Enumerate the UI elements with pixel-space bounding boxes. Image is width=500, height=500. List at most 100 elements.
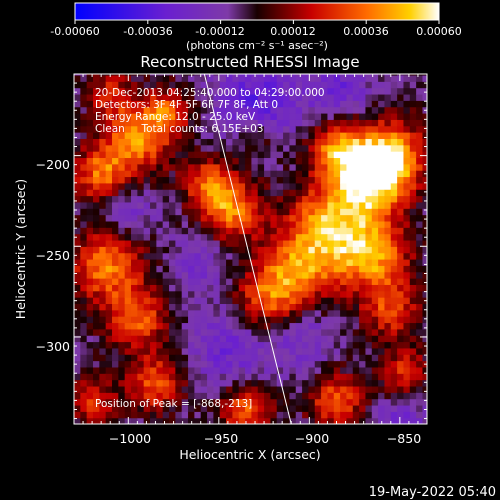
heatmap-cell	[207, 163, 214, 171]
heatmap-cell	[403, 227, 411, 235]
heatmap-cell	[302, 74, 310, 76]
heatmap-cell	[333, 93, 341, 101]
heatmap-cell	[105, 81, 113, 89]
heatmap-cell	[365, 157, 373, 165]
heatmap-cell	[169, 322, 176, 330]
heatmap-cell	[169, 87, 176, 95]
heatmap-cell	[112, 398, 119, 406]
heatmap-cell	[333, 74, 341, 76]
heatmap-cell	[213, 385, 221, 393]
heatmap-cell	[283, 201, 291, 209]
heatmap-cell	[137, 189, 145, 197]
heatmap-cell	[409, 87, 417, 95]
heatmap-cell	[378, 354, 386, 362]
heatmap-cell	[131, 227, 138, 235]
heatmap-cell	[105, 138, 113, 146]
heatmap-cell	[143, 157, 151, 165]
heatmap-cell	[403, 208, 411, 216]
heatmap-cell	[359, 208, 367, 216]
heatmap-cell	[169, 208, 176, 216]
heatmap-cell	[365, 246, 373, 254]
heatmap-cell	[181, 100, 189, 108]
heatmap-cell	[74, 335, 81, 343]
heatmap-cell	[397, 309, 405, 317]
heatmap-cell	[340, 74, 348, 76]
heatmap-cell	[232, 417, 240, 424]
heatmap-cell	[150, 392, 157, 400]
heatmap-cell	[308, 144, 316, 152]
heatmap-cell	[238, 233, 246, 241]
heatmap-cell	[162, 157, 170, 165]
heatmap-cell	[99, 392, 107, 400]
heatmap-cell	[257, 252, 265, 260]
heatmap-cell	[302, 335, 310, 343]
heatmap-cell	[359, 100, 367, 108]
heatmap-cell	[270, 87, 278, 95]
heatmap-cell	[86, 398, 94, 406]
heatmap-cell	[232, 220, 240, 228]
heatmap-cell	[314, 379, 322, 387]
heatmap-cell	[226, 220, 233, 228]
heatmap-cell	[327, 341, 335, 349]
heatmap-cell	[390, 189, 398, 197]
heatmap-cell	[238, 246, 246, 254]
heatmap-cell	[371, 233, 379, 241]
heatmap-cell	[270, 239, 278, 247]
heatmap-cell	[226, 417, 233, 424]
heatmap-cell	[207, 360, 214, 368]
heatmap-cell	[131, 246, 138, 254]
heatmap-cell	[226, 163, 233, 171]
heatmap-cell	[169, 138, 176, 146]
heatmap-cell	[118, 297, 126, 305]
heatmap-cell	[93, 373, 100, 381]
heatmap-cell	[181, 284, 189, 292]
heatmap-cell	[321, 284, 329, 292]
heatmap-cell	[359, 176, 367, 184]
heatmap-cell	[314, 284, 322, 292]
heatmap-cell	[137, 195, 145, 203]
heatmap-cell	[359, 119, 367, 127]
heatmap-cell	[219, 189, 227, 197]
heatmap-cell	[270, 157, 278, 165]
heatmap-cell	[213, 170, 221, 178]
heatmap-cell	[169, 398, 176, 406]
heatmap-cell	[226, 297, 233, 305]
heatmap-cell	[188, 411, 195, 419]
heatmap-cell	[390, 208, 398, 216]
heatmap-cell	[124, 163, 132, 171]
heatmap-cell	[397, 233, 405, 241]
heatmap-cell	[327, 112, 335, 120]
heatmap-cell	[175, 176, 183, 184]
heatmap-cell	[124, 246, 132, 254]
heatmap-cell	[397, 176, 405, 184]
heatmap-cell	[143, 100, 151, 108]
heatmap-cell	[251, 144, 259, 152]
heatmap-cell	[200, 74, 208, 82]
heatmap-cell	[346, 392, 354, 400]
colorbar-tick-label-3: 0.00012	[270, 25, 316, 38]
heatmap-cell	[289, 151, 297, 159]
heatmap-cell	[378, 220, 386, 228]
heatmap-cell	[150, 201, 157, 209]
heatmap-cell	[194, 354, 202, 362]
heatmap-cell	[213, 132, 221, 139]
heatmap-cell	[93, 271, 100, 279]
heatmap-cell	[314, 100, 322, 108]
heatmap-cell	[238, 239, 246, 247]
heatmap-cell	[86, 93, 94, 101]
heatmap-cell	[327, 214, 335, 222]
heatmap-cell	[118, 404, 126, 412]
heatmap-cell	[264, 201, 272, 209]
heatmap-cell	[124, 132, 132, 139]
heatmap-cell	[276, 322, 284, 330]
heatmap-cell	[105, 195, 113, 203]
heatmap-cell	[93, 132, 100, 139]
heatmap-cell	[384, 208, 392, 216]
heatmap-cell	[276, 341, 284, 349]
heatmap-cell	[409, 411, 417, 419]
heatmap-cell	[245, 271, 253, 279]
heatmap-cell	[188, 201, 195, 209]
heatmap-cell	[150, 93, 157, 101]
heatmap-cell	[283, 144, 291, 152]
heatmap-cell	[99, 201, 107, 209]
